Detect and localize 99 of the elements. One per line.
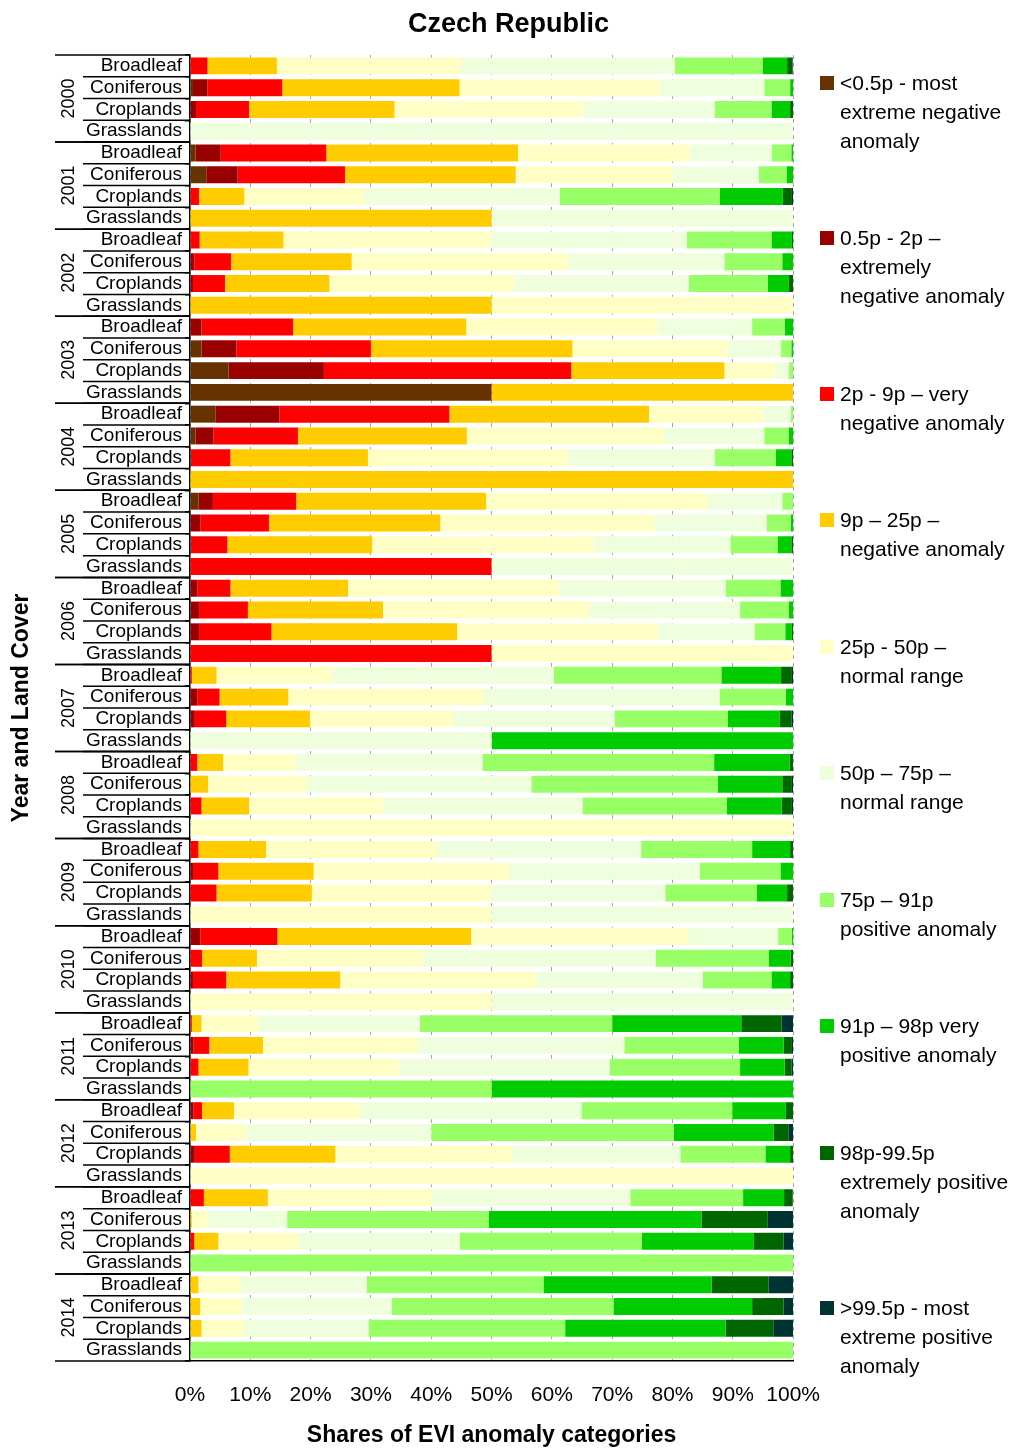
x-tick-label: 20% xyxy=(289,1382,332,1406)
text: 2008 xyxy=(57,775,78,816)
y-tick-label: Grasslands xyxy=(85,1164,182,1186)
x-tick-label: 60% xyxy=(530,1382,573,1406)
y-tick-label: Coniferous xyxy=(90,424,182,446)
y-tick-label: Grasslands xyxy=(85,1338,182,1360)
y-tick-label: Broadleaf xyxy=(100,141,183,163)
y-tick-label: Croplands xyxy=(95,271,182,293)
text: 2005 xyxy=(57,513,78,554)
legend-label: 75p – 91p positive anomaly xyxy=(840,886,998,942)
x-tick-label: 80% xyxy=(651,1382,694,1406)
y-tick-label: Coniferous xyxy=(90,1033,182,1055)
x-tick-label: 100% xyxy=(766,1382,820,1406)
y-tick-label: Croplands xyxy=(95,1316,182,1338)
x-tick-label: 0% xyxy=(174,1382,206,1406)
y-tick-label: Broadleaf xyxy=(100,837,183,859)
y-tick-label: Grasslands xyxy=(85,554,182,576)
y-tick-label: Broadleaf xyxy=(100,1185,183,1207)
text: 2012 xyxy=(57,1123,78,1164)
x-tick-label: 30% xyxy=(349,1382,392,1406)
text: 2004 xyxy=(57,426,78,467)
y-tick-label: Croplands xyxy=(95,532,182,554)
y-tick-label: Coniferous xyxy=(90,946,182,968)
y-tick-label: Coniferous xyxy=(90,685,182,707)
x-tick-label: 10% xyxy=(229,1382,272,1406)
text: 2000 xyxy=(57,78,78,119)
y-tick-label: Grasslands xyxy=(85,206,182,228)
legend-label: 91p – 98p very positive anomaly xyxy=(840,1013,998,1069)
x-axis-title: Shares of EVI anomaly categories xyxy=(306,1420,677,1447)
y-tick-label: Croplands xyxy=(95,97,182,119)
y-tick-label: Coniferous xyxy=(90,1120,182,1142)
y-tick-label: Grasslands xyxy=(85,293,182,315)
y-tick-label: Grasslands xyxy=(85,903,182,925)
text: 2007 xyxy=(57,687,78,729)
chart-title: Czech Republic xyxy=(406,8,610,38)
y-tick-label: Broadleaf xyxy=(100,750,183,772)
y-tick-label: Grasslands xyxy=(85,641,182,663)
y-tick-label: Broadleaf xyxy=(100,402,183,424)
y-tick-label: Coniferous xyxy=(90,337,182,359)
y-tick-label: Broadleaf xyxy=(100,54,183,76)
y-tick-label: Grasslands xyxy=(85,467,182,489)
y-tick-label: Coniferous xyxy=(90,1207,182,1229)
y-tick-label: Croplands xyxy=(95,184,182,206)
text: 2002 xyxy=(57,252,78,293)
legend-label: 9p – 25p – negative anomaly xyxy=(840,507,1006,563)
y-tick-label: Broadleaf xyxy=(100,489,183,511)
y-tick-label: Grasslands xyxy=(85,1251,182,1273)
legend-label: 25p - 50p – normal range xyxy=(840,633,965,689)
y-tick-label: Coniferous xyxy=(90,598,182,620)
text: 2001 xyxy=(57,165,78,206)
y-tick-label: Coniferous xyxy=(90,1294,182,1316)
y-tick-label: Coniferous xyxy=(90,250,182,272)
y-axis-title: Year and Land Cover xyxy=(7,593,34,823)
text: 2009 xyxy=(57,862,78,903)
text: 2011 xyxy=(57,1036,78,1076)
x-tick-label: 40% xyxy=(410,1382,453,1406)
text: 2003 xyxy=(57,339,78,380)
text: 2013 xyxy=(57,1210,78,1251)
legend-label: 98p-99.5p extremely positive anomaly xyxy=(840,1139,1009,1224)
y-tick-label: Croplands xyxy=(95,1142,182,1164)
y-tick-label: Coniferous xyxy=(90,75,182,97)
text: 2010 xyxy=(57,949,78,990)
y-tick-label: Grasslands xyxy=(85,119,182,141)
y-tick-label: Broadleaf xyxy=(100,576,183,598)
y-tick-label: Croplands xyxy=(95,1055,182,1077)
text: 2006 xyxy=(57,600,78,641)
legend-label: 50p – 75p – normal range xyxy=(840,760,965,816)
y-tick-label: Croplands xyxy=(95,445,182,467)
y-tick-label: Broadleaf xyxy=(100,315,183,337)
y-tick-label: Croplands xyxy=(95,881,182,903)
legend-label: <0.5p - most extreme negative anomaly xyxy=(840,70,1003,154)
y-tick-label: Grasslands xyxy=(85,990,182,1012)
y-tick-label: Coniferous xyxy=(90,772,182,794)
y-tick-label: Coniferous xyxy=(90,162,182,184)
y-tick-label: Broadleaf xyxy=(100,1011,183,1033)
x-tick-label: 70% xyxy=(591,1382,634,1406)
y-tick-label: Coniferous xyxy=(90,511,182,533)
y-tick-label: Grasslands xyxy=(85,815,182,837)
y-tick-label: Croplands xyxy=(95,1229,182,1251)
text: 2014 xyxy=(57,1297,78,1338)
y-tick-label: Grasslands xyxy=(85,1077,182,1099)
y-tick-label: Broadleaf xyxy=(100,1273,183,1295)
x-tick-label: 90% xyxy=(711,1382,754,1406)
y-tick-label: Grasslands xyxy=(85,728,182,750)
y-tick-label: Broadleaf xyxy=(100,663,183,685)
y-tick-label: Broadleaf xyxy=(100,1098,183,1120)
legend-label: >99.5p - most extreme positive anomaly xyxy=(840,1294,994,1379)
y-tick-label: Broadleaf xyxy=(100,924,183,946)
y-tick-label: Croplands xyxy=(95,968,182,990)
y-tick-label: Croplands xyxy=(95,358,182,380)
y-tick-label: Grasslands xyxy=(85,380,182,402)
x-tick-label: 50% xyxy=(470,1382,513,1406)
y-tick-label: Croplands xyxy=(95,794,182,816)
y-tick-label: Coniferous xyxy=(90,859,182,881)
y-tick-label: Croplands xyxy=(95,707,182,729)
y-tick-label: Broadleaf xyxy=(100,228,183,250)
legend-label: 0.5p - 2p – extremely negative anomaly xyxy=(840,225,1006,310)
legend-label: 2p - 9p – very negative anomaly xyxy=(840,380,1006,436)
y-tick-label: Croplands xyxy=(95,620,182,642)
